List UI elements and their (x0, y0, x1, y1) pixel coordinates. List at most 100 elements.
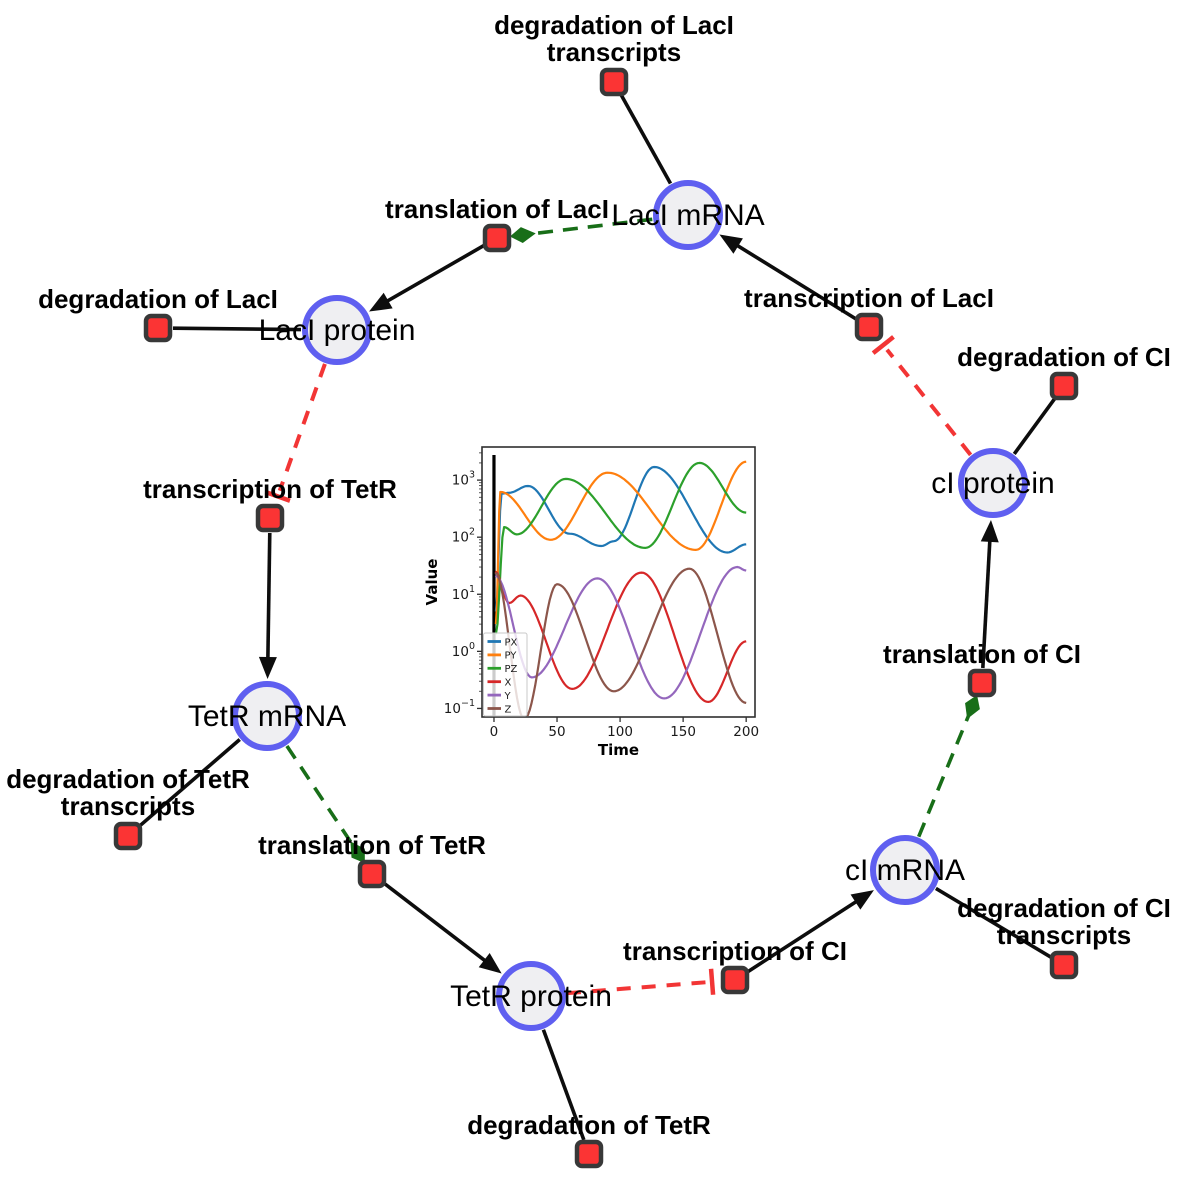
arrowhead-icon (719, 234, 743, 254)
reaction-square-deg-tetr-tx[interactable] (113, 821, 143, 851)
chart-legend: PX PY PZ XYZ (483, 632, 528, 717)
legend-entry-PX: PX (505, 637, 518, 648)
species-circle-tetr-mrna[interactable] (232, 681, 302, 751)
edge-consumption-laci-protein-to-deg-laci (172, 326, 302, 332)
reaction-label-deg-ci: degradation of CI (957, 342, 1171, 372)
arrowhead-icon (478, 952, 502, 974)
reaction-square-deg-tetr[interactable] (574, 1139, 604, 1169)
edge-modifier-ci-mrna-to-translation-ci (917, 712, 972, 838)
species-node-tetr-mrna[interactable]: TetR mRNA (188, 681, 346, 751)
x-tick-label: 100 (607, 724, 633, 740)
x-tick-label: 50 (548, 724, 565, 740)
reaction-label-deg-laci: degradation of LacI (38, 284, 278, 314)
reaction-label-deg-tetr-tx: degradation of TetR (6, 764, 250, 794)
reaction-node-deg-ci[interactable]: degradation of CI (957, 342, 1171, 401)
x-tick-label: 150 (670, 724, 696, 740)
reaction-square-translation-ci[interactable] (967, 668, 997, 698)
reaction-label-transcription-tetr: transcription of TetR (143, 474, 397, 504)
legend-entry-PZ: PZ (505, 664, 518, 675)
species-node-laci-protein[interactable]: LacI protein (259, 295, 416, 365)
modifier-arrowhead-icon (965, 695, 980, 720)
series-line-PX (494, 465, 747, 612)
species-node-ci-protein[interactable]: cI protein (931, 448, 1055, 518)
reaction-label-translation-ci: translation of CI (883, 639, 1081, 669)
edge-inhibition-ci-protein-to-transcription-laci (885, 348, 973, 457)
species-circle-ci-mrna[interactable] (870, 835, 940, 905)
modifier-arrowhead-icon (509, 227, 536, 243)
species-circle-tetr-protein[interactable] (496, 961, 566, 1031)
reaction-label-deg-laci-tx: degradation of LacI (494, 10, 734, 40)
reaction-label-translation-laci: translation of LacI (385, 194, 609, 224)
legend-entry-X: X (505, 678, 512, 689)
species-node-laci-mrna[interactable]: LacI mRNA (611, 180, 765, 250)
y-tick-label: 102 (452, 527, 475, 546)
x-tick-label: 0 (490, 724, 499, 740)
inhibition-tbar-icon (708, 968, 716, 995)
edge-consumption-ci-mrna-to-deg-ci-tx (934, 886, 1053, 959)
edge-production-translation-tetr-to-tetr-protein (382, 881, 492, 967)
modifier-arrowhead-icon (350, 841, 365, 864)
reaction-node-transcription-tetr[interactable]: transcription of TetR (143, 474, 397, 533)
species-label-ci-protein: cI protein (931, 467, 1054, 500)
reaction-node-deg-laci[interactable]: degradation of LacI (38, 284, 278, 343)
arrowhead-icon (850, 890, 874, 910)
series-line-X (494, 570, 747, 703)
legend-entry-Z: Z (505, 704, 512, 715)
series-line-Z (494, 567, 747, 716)
reaction-square-transcription-ci[interactable] (720, 965, 750, 995)
edge-consumption-tetr-mrna-to-deg-tetr-tx (138, 738, 241, 828)
species-label-ci-mrna: cI mRNA (845, 854, 965, 887)
reaction-node-translation-tetr[interactable]: translation of TetR (258, 830, 486, 889)
edge-modifier-laci-mrna-to-translation-laci (529, 217, 653, 236)
series-line-PY (494, 460, 747, 625)
series-line-PZ (494, 461, 747, 635)
x-tick-label: 200 (733, 724, 759, 740)
edge-production-translation-laci-to-laci-protein (380, 243, 485, 307)
edge-consumption-laci-mrna-to-deg-laci-tx (619, 94, 673, 185)
edges-layer (138, 94, 1057, 1141)
edge-modifier-tetr-mrna-to-translation-tetr (285, 744, 356, 848)
series-layer (494, 460, 747, 716)
y-axis-label: Value (423, 559, 441, 606)
reaction-square-deg-ci[interactable] (1049, 371, 1079, 401)
arrowhead-icon (980, 519, 999, 543)
inhibition-tbar-icon (871, 335, 895, 355)
y-tick-label: 103 (452, 470, 475, 489)
reaction-node-transcription-laci[interactable]: transcription of LacI (744, 283, 994, 342)
reaction-square-translation-tetr[interactable] (357, 859, 387, 889)
edge-production-transcription-tetr-to-tetr-mrna (265, 532, 272, 666)
reaction-node-transcription-ci[interactable]: transcription of CI (623, 936, 847, 995)
reaction-square-deg-laci-tx[interactable] (599, 67, 629, 97)
species-circle-laci-mrna[interactable] (653, 180, 723, 250)
species-circle-laci-protein[interactable] (302, 295, 372, 365)
arrowhead-icon (258, 656, 277, 680)
edge-inhibition-laci-protein-to-transcription-tetr (277, 363, 327, 492)
species-circle-ci-protein[interactable] (958, 448, 1028, 518)
reaction-node-deg-tetr[interactable]: degradation of TetR (467, 1110, 711, 1169)
reaction-node-translation-ci[interactable]: translation of CI (883, 639, 1081, 698)
species-label-tetr-protein: TetR protein (450, 980, 612, 1013)
reaction-square-translation-laci[interactable] (482, 223, 512, 253)
edge-production-transcription-laci-to-laci-mrna (730, 240, 858, 321)
species-node-tetr-protein[interactable]: TetR protein (450, 961, 612, 1031)
reaction-node-translation-laci[interactable]: translation of LacI (385, 194, 609, 253)
inhibition-tbar-icon (264, 489, 291, 503)
reaction-square-transcription-tetr[interactable] (255, 503, 285, 533)
reaction-square-transcription-laci[interactable] (854, 312, 884, 342)
species-layer: LacI mRNA LacI protein TetR mRNA TetR prote… (188, 180, 1055, 1031)
reaction-square-deg-laci[interactable] (143, 313, 173, 343)
reaction-square-deg-ci-tx[interactable] (1049, 950, 1079, 980)
reaction-label-deg-ci-tx: degradation of CI (957, 893, 1171, 923)
arrowhead-icon (369, 292, 393, 312)
legend-entry-PY: PY (505, 651, 518, 662)
legend-entry-Y: Y (504, 691, 512, 702)
species-label-tetr-mrna: TetR mRNA (188, 700, 346, 733)
reaction-label-transcription-ci: transcription of CI (623, 936, 847, 966)
species-node-ci-mrna[interactable]: cI mRNA (845, 835, 965, 905)
